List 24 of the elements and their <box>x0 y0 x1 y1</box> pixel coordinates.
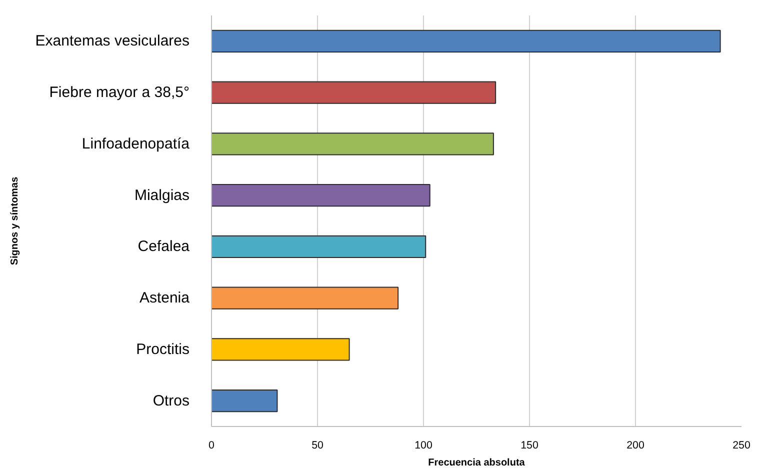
bar <box>212 286 399 310</box>
y-tick-label: Linfoadenopatía <box>82 135 190 152</box>
x-tick-label: 250 <box>732 440 750 452</box>
y-tick-label: Exantemas vesiculares <box>35 32 190 50</box>
y-tick-label: Mialgias <box>134 186 190 204</box>
y-tick-label: Proctitis <box>136 340 190 358</box>
y-tick-label: Astenia <box>139 290 190 307</box>
x-tick-label: 50 <box>312 440 324 452</box>
x-tick-label: 200 <box>626 440 644 452</box>
x-tick-label: 0 <box>208 440 215 452</box>
y-tick-label: Otros <box>152 392 190 410</box>
y-tick-label: Fiebre mayor a 38,5° <box>49 84 190 102</box>
bar <box>212 390 278 412</box>
x-tick-label: 150 <box>520 440 538 452</box>
y-axis-title: Signos y síntomas <box>9 176 20 266</box>
bar <box>212 30 721 52</box>
bar <box>212 235 426 258</box>
bar <box>212 81 496 104</box>
bar <box>212 338 350 361</box>
x-axis-title: Frecuencia absoluta <box>428 458 526 468</box>
bar <box>212 132 494 156</box>
x-tick-label: 100 <box>414 440 432 452</box>
bar <box>212 184 430 207</box>
y-tick-label: Cefalea <box>138 238 190 256</box>
